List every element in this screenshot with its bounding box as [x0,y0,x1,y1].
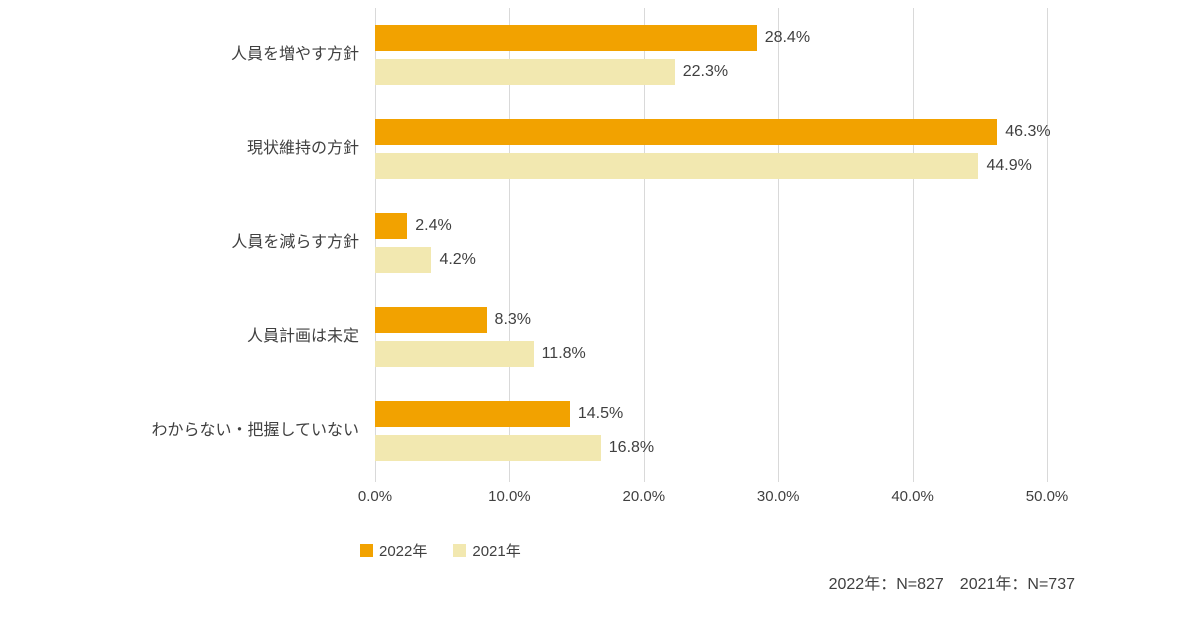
legend-label: 2021年 [472,543,521,560]
category-label: 現状維持の方針 [246,139,359,157]
gridline [643,8,645,482]
legend-item-2022年: 2022年 [360,540,427,561]
gridlines [375,8,1048,482]
value-label: 22.3% [682,63,729,80]
bar-2022年 [375,213,408,239]
value-label: 16.8% [608,439,655,456]
value-label: 8.3% [494,311,532,328]
value-label: 28.4% [764,29,811,46]
bar-2021年 [375,247,432,273]
category-label: わからない・把握していない [151,421,359,439]
legend-swatch [360,544,373,557]
category-row: わからない・把握していない 14.5% 16.8% [0,384,1047,478]
bar-line: 46.3% [375,119,1051,145]
bar-2022年 [375,119,998,145]
legend-item-2021年: 2021年 [453,540,521,561]
category-row: 人員を増やす方針 28.4% 22.3% [0,8,1047,102]
x-tick-label: 40.0% [891,488,934,505]
legend-swatch [453,544,467,557]
bar-line: 28.4% [375,25,1047,51]
bar-2022年 [375,25,757,51]
bar-group: 8.3% 11.8% [375,307,1047,367]
bar-2021年 [375,153,979,179]
bar-line: 22.3% [375,59,1047,85]
category-row: 人員計画は未定 8.3% 11.8% [0,290,1047,384]
x-tick-label: 50.0% [1025,488,1069,505]
legend-label: 2022年 [379,543,428,560]
gridline [375,8,376,482]
bar-2021年 [375,341,534,367]
gridline [509,8,511,482]
x-axis: 0.0% 10.0% 20.0% 30.0% 40.0% 50.0% [358,488,1068,510]
category-label: 人員計画は未定 [246,327,359,345]
sample-size-note: 2022年：N=827 2021年：N=737 [828,576,1075,593]
bar-line: 14.5% [375,401,1047,427]
bar-group: 46.3% 44.9% [375,119,1051,179]
x-tick-label: 10.0% [488,488,531,505]
value-label: 14.5% [577,405,624,422]
bar-group: 14.5% 16.8% [375,401,1047,461]
value-label: 2.4% [415,217,452,234]
bar-group: 28.4% 22.3% [375,25,1047,85]
category-label: 人員を減らす方針 [231,233,359,251]
category-label: 人員を増やす方針 [230,45,359,63]
bar-line: 4.2% [375,247,1047,273]
bar-line: 44.9% [375,153,1047,179]
category-row: 人員を減らす方針 2.4% 4.2% [0,196,1047,290]
x-tick-label: 20.0% [622,488,666,505]
chart-rows: 人員を増やす方針 28.4% 22.3% 現状維持の方針 46.3% 44.9% 人員を減ら… [0,8,1051,478]
category-row: 現状維持の方針 46.3% 44.9% [0,102,1051,196]
bar-2022年 [375,307,487,333]
bar-line: 11.8% [375,341,1047,367]
legend: 2022年 2021年 [360,540,521,561]
gridline [912,8,914,482]
gridline [1047,8,1048,482]
value-label: 11.8% [541,345,586,362]
bar-2021年 [375,59,675,85]
bar-line: 8.3% [375,307,1047,333]
bar-group: 2.4% 4.2% [375,213,1047,273]
gridline [778,8,780,482]
bar-line: 16.8% [375,435,1047,461]
x-tick-label: 0.0% [357,488,393,505]
value-label: 44.9% [986,157,1032,174]
bar-line: 2.4% [375,213,1047,239]
bar-2022年 [375,401,570,427]
value-label: 46.3% [1005,123,1051,140]
bar-2021年 [375,435,601,461]
value-label: 4.2% [439,251,476,268]
x-tick-label: 30.0% [756,488,800,505]
